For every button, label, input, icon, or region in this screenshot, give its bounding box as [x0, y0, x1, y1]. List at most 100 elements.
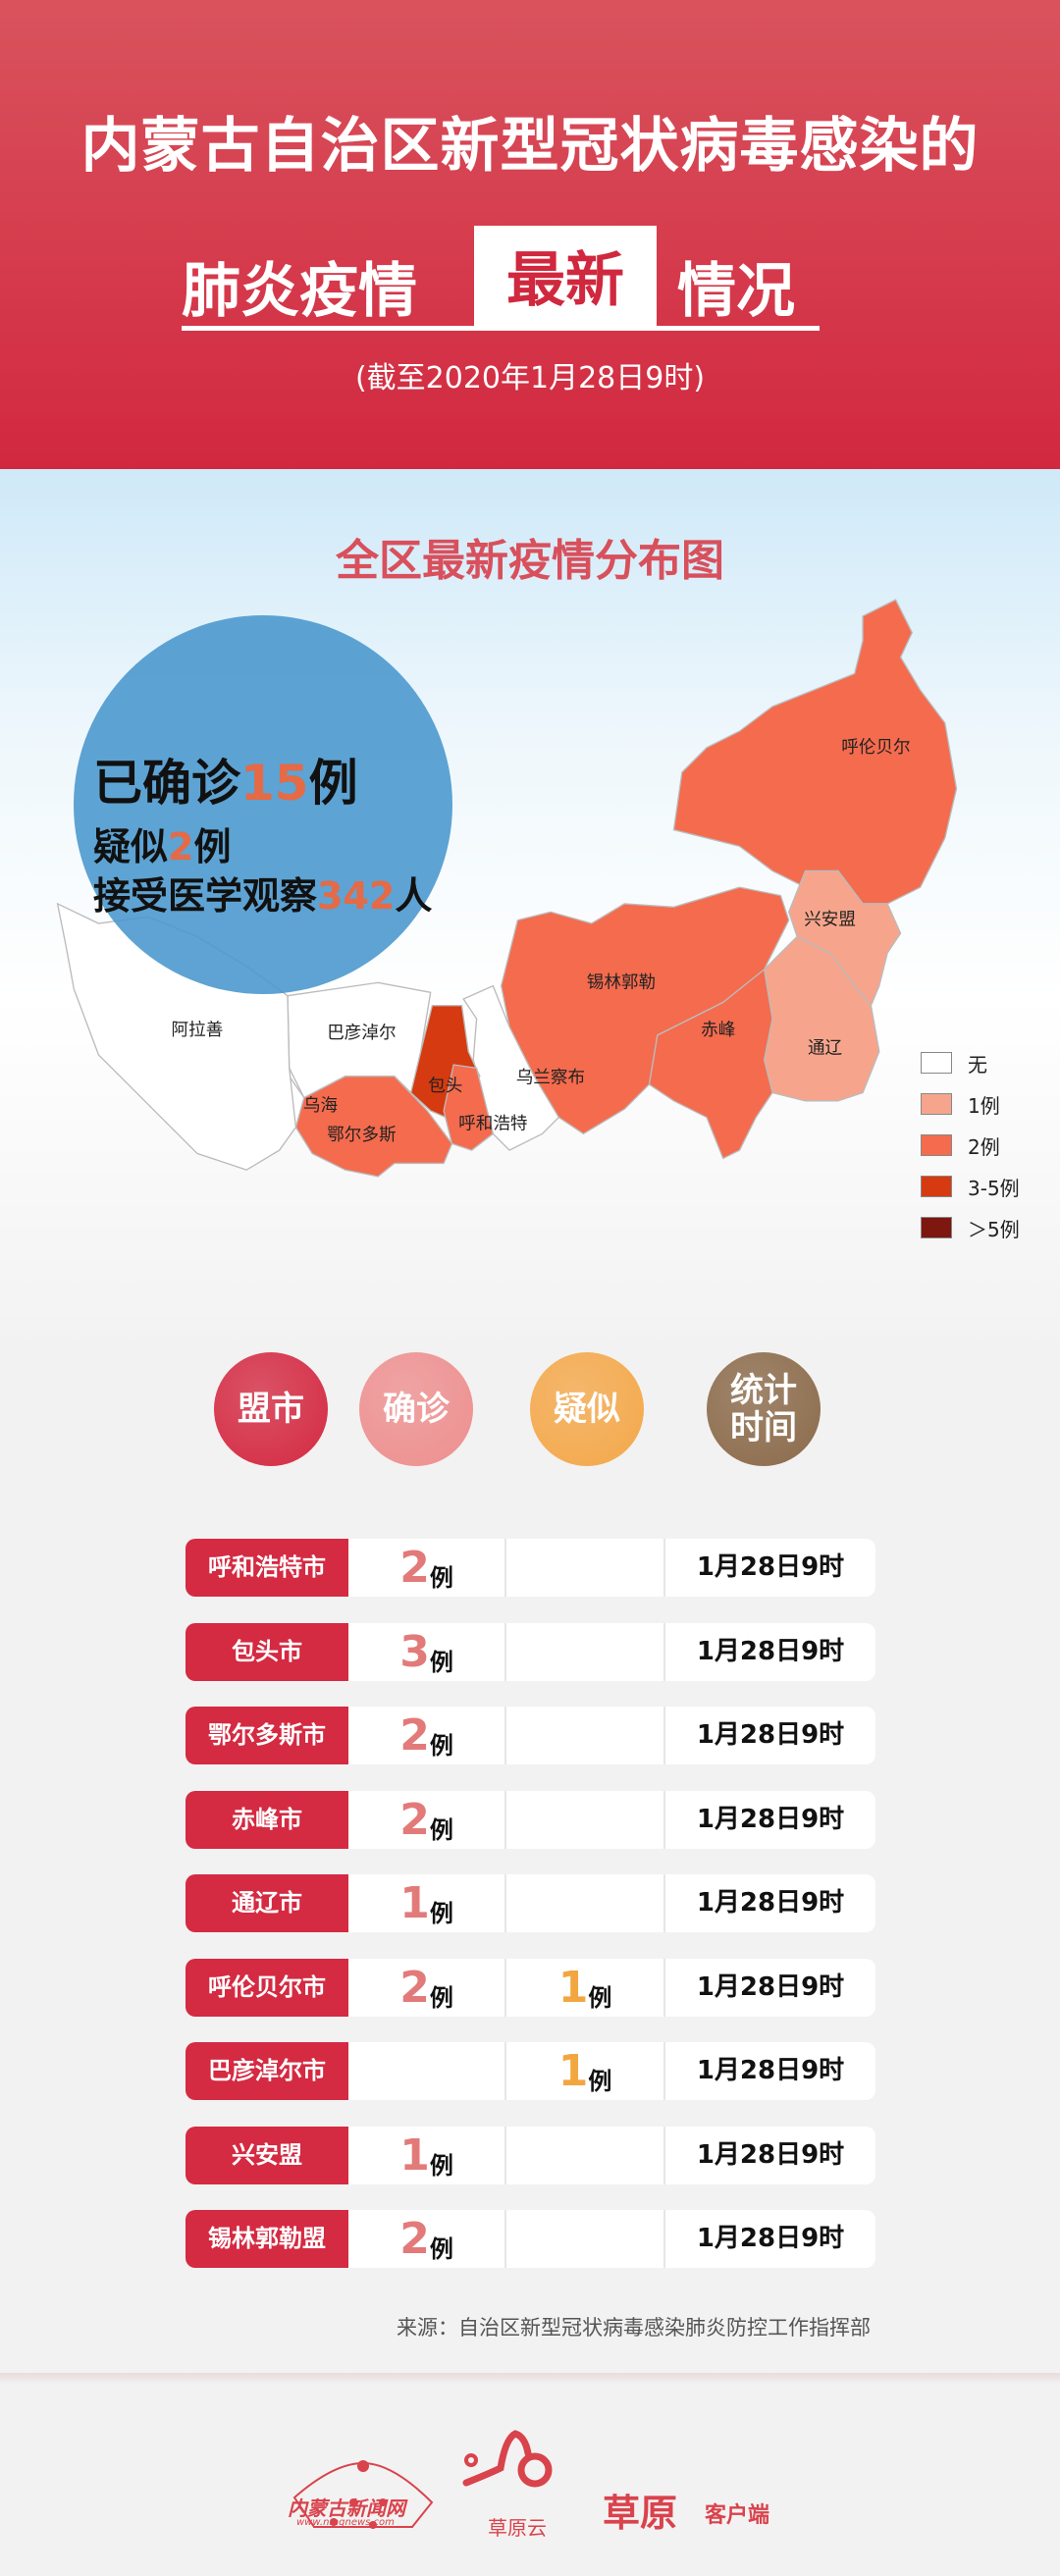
confirmed-cell: 1例	[348, 1874, 506, 1932]
suspected-cell	[506, 2126, 665, 2184]
confirmed-count: 2	[399, 1962, 430, 2013]
legend-swatch	[921, 1052, 952, 1074]
map-title: 全区最新疫情分布图	[336, 536, 724, 586]
title-part: 肺炎疫情	[182, 257, 417, 326]
legend-swatch	[921, 1093, 952, 1115]
confirmed-cell: 2例	[348, 1539, 506, 1597]
legend-label: 2例	[968, 1134, 1000, 1159]
confirmed-count: 1	[399, 1878, 430, 1928]
yurt-logo-icon	[292, 2460, 434, 2529]
table-row: 巴彦淖尔市 1例 1月28日9时	[186, 2042, 875, 2100]
confirmed-count: 2	[399, 1794, 430, 1845]
legend-label: ＞5例	[968, 1217, 1020, 1241]
map-region	[672, 599, 958, 905]
stat-confirmed: 已确诊15例	[93, 744, 358, 815]
suspected-cell: 1例	[506, 2042, 665, 2100]
table-row: 赤峰市 2例 1月28日9时	[186, 1790, 875, 1849]
map-region-label: 阿拉善	[172, 1021, 224, 1040]
map-region-label: 乌海	[303, 1096, 338, 1116]
stat-observed: 接受医学观察342人	[93, 866, 432, 920]
region-name: 呼和浩特市	[186, 1539, 348, 1597]
stat-label: 已确诊	[93, 755, 240, 812]
suspected-cell	[506, 1874, 665, 1932]
map-region-label: 锡林郭勒	[587, 973, 656, 992]
cloud-logo-icon	[462, 2430, 553, 2488]
map-region-label: 赤峰	[701, 1021, 735, 1040]
time-cell: 1月28日9时	[696, 1720, 845, 1750]
legend-label: 无	[968, 1052, 987, 1077]
confirmed-cell: 2例	[348, 2210, 506, 2268]
unit: 例	[429, 1983, 453, 2012]
time-cell: 1月28日9时	[696, 2056, 845, 2085]
title-line2: 肺炎疫情 最新 情况	[182, 226, 820, 331]
time-cell: 1月28日9时	[696, 1888, 845, 1918]
suspected-cell	[506, 2210, 665, 2268]
region-name: 锡林郭勒盟	[186, 2210, 348, 2268]
legend-swatch	[921, 1176, 952, 1197]
time-cell: 1月28日9时	[696, 1636, 845, 1666]
subtitle-date: (截至2020年1月28日9时)	[354, 361, 706, 395]
header-banner: 内蒙古自治区新型冠状病毒感染的 肺炎疫情 最新 情况 (截至2020年1月28日…	[0, 0, 1060, 469]
stat-unit: 人	[395, 874, 433, 918]
map-legend: 无 1例 2例 3-5例 ＞5例	[921, 1042, 1020, 1248]
region-name: 巴彦淖尔市	[186, 2042, 348, 2100]
column-header: 盟市	[214, 1352, 328, 1466]
suspected-cell	[506, 1790, 665, 1849]
logo-text: 草原云	[488, 2516, 547, 2540]
unit: 例	[429, 2235, 453, 2263]
column-header: 确诊	[359, 1352, 473, 1466]
unit: 例	[429, 1815, 453, 1844]
column-header-label: 盟市	[238, 1390, 304, 1429]
title-highlight: 最新	[474, 226, 657, 331]
confirmed-cell: 3例	[348, 1622, 506, 1681]
unit: 例	[588, 1983, 612, 2012]
map-region-label: 鄂尔多斯	[327, 1126, 396, 1145]
time-cell: 1月28日9时	[696, 1552, 845, 1582]
map-region	[443, 1064, 495, 1151]
unit: 例	[429, 1732, 453, 1760]
stat-suspected: 疑似2例	[93, 816, 231, 870]
map-region-label: 巴彦淖尔	[327, 1024, 396, 1043]
region-name: 赤峰市	[186, 1790, 348, 1849]
table-row: 包头市 3例 1月28日9时	[186, 1622, 875, 1681]
unit: 例	[429, 2151, 453, 2180]
unit: 例	[429, 1564, 453, 1592]
suspected-cell	[506, 1539, 665, 1597]
column-header-label: 确诊	[383, 1390, 450, 1429]
divider	[0, 2373, 1060, 2385]
confirmed-cell: 2例	[348, 1958, 506, 2017]
map-region-label: 乌兰察布	[516, 1068, 585, 1087]
confirmed-cell: 1例	[348, 2126, 506, 2184]
time-cell: 1月28日9时	[696, 1804, 845, 1834]
column-header-label: 统计 时间	[730, 1371, 797, 1447]
map-region	[287, 981, 432, 1099]
legend-item: 3-5例	[921, 1166, 1020, 1207]
map-region-label: 包头	[428, 1077, 462, 1096]
logo-text: 草原	[603, 2492, 678, 2535]
map-region-label: 呼和浩特	[458, 1114, 527, 1133]
time-cell: 1月28日9时	[696, 1971, 845, 2002]
legend-label: 1例	[968, 1093, 1000, 1118]
time-cell: 1月28日9时	[696, 2139, 845, 2170]
confirmed-cell: 2例	[348, 1707, 506, 1764]
unit: 例	[429, 1648, 453, 1676]
confirmed-cell: 2例	[348, 1790, 506, 1849]
title-part: 情况	[677, 257, 795, 326]
table-row: 鄂尔多斯市 2例 1月28日9时	[186, 1707, 875, 1764]
confirmed-count: 2	[399, 2214, 430, 2264]
logo-text: 内蒙古新闻网	[288, 2497, 405, 2520]
region-name: 呼伦贝尔市	[186, 1958, 348, 2017]
table-row: 锡林郭勒盟 2例 1月28日9时	[186, 2210, 875, 2268]
stat-unit: 例	[308, 755, 358, 812]
region-name: 兴安盟	[186, 2126, 348, 2184]
suspected-cell	[506, 1622, 665, 1681]
region-name: 通辽市	[186, 1874, 348, 1932]
suspected-cell	[506, 1707, 665, 1764]
legend-label: 3-5例	[968, 1176, 1020, 1200]
table-row: 呼和浩特市 2例 1月28日9时	[186, 1539, 875, 1597]
unit: 例	[588, 2068, 612, 2095]
stat-unit: 例	[193, 825, 232, 868]
confirmed-count: 3	[399, 1626, 430, 1677]
table-row: 兴安盟 1例 1月28日9时	[186, 2126, 875, 2184]
